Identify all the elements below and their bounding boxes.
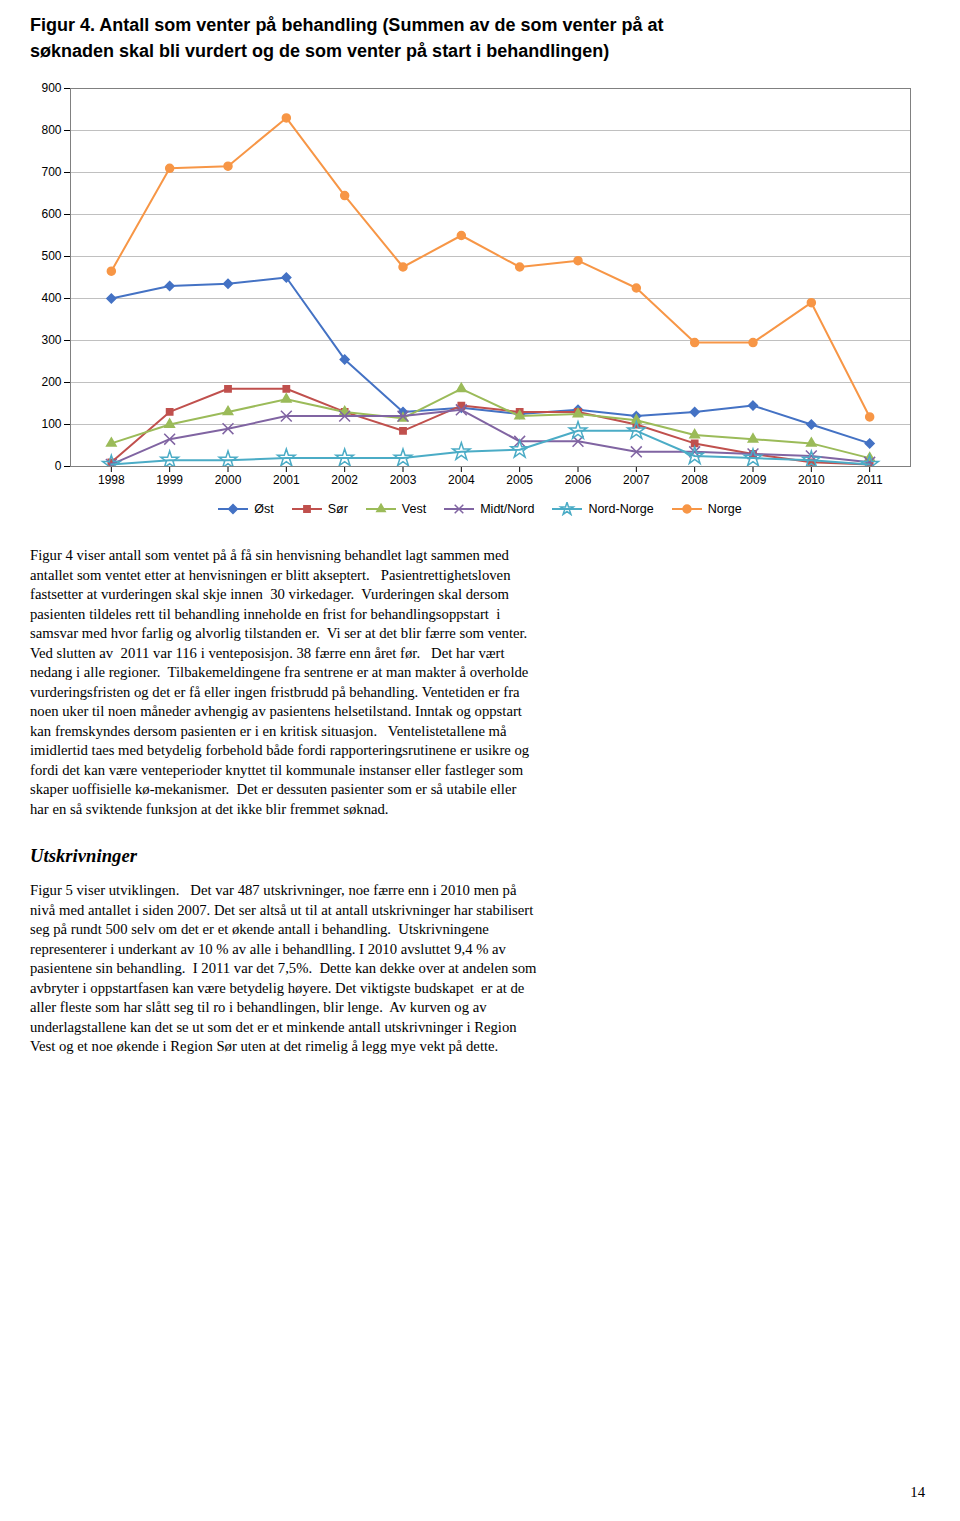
- html-text:Norge: Norge: [707, 502, 742, 516]
- html-text:pasientene sin behandling. I 2: pasientene sin behandling. I 2011 var de…: [30, 960, 537, 976]
- html-text:Utskrivninger: Utskrivninger: [30, 845, 137, 866]
- html-text:14: 14: [910, 1484, 925, 1500]
- svg-text:400: 400: [41, 291, 61, 305]
- html-text:noen uker til noen måneder avh: noen uker til noen måneder avhengig av p…: [30, 703, 522, 719]
- html-text:nivå med antallet i siden 2007: nivå med antallet i siden 2007. Det ser …: [30, 901, 534, 918]
- svg-text:2001: 2001: [273, 473, 300, 487]
- html-text:nedang i alle regioner. Tilbak: nedang i alle regioner. Tilbakemeldingen…: [30, 664, 529, 680]
- html-text:fastsetter at vurderingen skal: fastsetter at vurderingen skal skje inne…: [30, 586, 509, 602]
- html-text:kan fremskyndes dersom pasient: kan fremskyndes dersom pasienten er i en…: [30, 722, 507, 739]
- svg-text:900: 900: [41, 81, 61, 95]
- html-text:Figur 4. Antall som venter på: Figur 4. Antall som venter på behandling…: [30, 15, 664, 35]
- html-text:avbryter i oppstartfasen kan v: avbryter i oppstartfasen kan være betyde…: [30, 979, 525, 996]
- html-text:vurderingsfristen og det er få: vurderingsfristen og det er få eller ing…: [30, 683, 520, 700]
- html-text:har en så sviktende funksjon a: har en så sviktende funksjon at det ikke…: [30, 800, 389, 817]
- html-text:Sør: Sør: [327, 502, 348, 516]
- html-text:fordi det kan være venteperiod: fordi det kan være venteperioder knyttet…: [30, 761, 524, 778]
- svg-text:2008: 2008: [681, 473, 708, 487]
- html-text:aller fleste som har slått seg: aller fleste som har slått seg til ro i …: [30, 999, 487, 1015]
- svg-text:200: 200: [41, 375, 61, 389]
- html-text:underlagstallene kan det se ut: underlagstallene kan det se ut som det e…: [30, 1018, 517, 1035]
- html-text:samsvar med hvor farlig og alv: samsvar med hvor farlig og alvorlig tils…: [30, 625, 528, 641]
- svg-text:0: 0: [55, 459, 62, 473]
- html-text:skaper uoffisielle kø-mekanism: skaper uoffisielle kø-mekanismer. Det er…: [30, 781, 517, 797]
- svg-text:2000: 2000: [215, 473, 242, 487]
- svg-text:700: 700: [41, 165, 61, 179]
- svg-text:2009: 2009: [740, 473, 767, 487]
- html-text:søknaden skal bli vurdert og d: søknaden skal bli vurdert og de som vent…: [30, 41, 610, 61]
- html-text:Vest: Vest: [401, 502, 427, 516]
- html-text:antallet som ventet etter at h: antallet som ventet etter at henvisninge…: [30, 566, 511, 583]
- html-text:Figur 4 viser antall som vente: Figur 4 viser antall som ventet på å få …: [30, 547, 509, 563]
- svg-text:2007: 2007: [623, 473, 650, 487]
- svg-text:1999: 1999: [156, 473, 183, 487]
- html-text:Ved slutten av 2011 var 116 i: Ved slutten av 2011 var 116 i venteposis…: [30, 644, 505, 661]
- svg-text:2003: 2003: [390, 473, 417, 487]
- html-text:Vest og et noe økende i Region: Vest og et noe økende i Region Sør uten …: [30, 1038, 499, 1054]
- svg-text:100: 100: [41, 417, 61, 431]
- html-text:Midt/Nord: Midt/Nord: [480, 502, 535, 516]
- svg-text:500: 500: [41, 249, 61, 263]
- html-text:pasienten tildeles rett til be: pasienten tildeles rett til behandling i…: [30, 605, 501, 622]
- svg-text:2002: 2002: [331, 473, 358, 487]
- svg-text:2005: 2005: [506, 473, 533, 487]
- svg-text:600: 600: [41, 207, 61, 221]
- html-text:seg på rundt 500 selv om det e: seg på rundt 500 selv om det er et økend…: [30, 921, 489, 937]
- html-text:Figur 5 viser utviklingen. Det: Figur 5 viser utviklingen. Det var 487 u…: [30, 882, 517, 898]
- html-text:Øst: Øst: [254, 502, 274, 516]
- svg-text:1998: 1998: [98, 473, 125, 487]
- html-text:imidlertid taes med betydelig: imidlertid taes med betydelig forbehold …: [30, 742, 530, 758]
- svg-text:2004: 2004: [448, 473, 475, 487]
- svg-text:300: 300: [41, 333, 61, 347]
- svg-text:2010: 2010: [798, 473, 825, 487]
- svg-text:2006: 2006: [565, 473, 592, 487]
- svg-text:2011: 2011: [857, 473, 883, 487]
- html-text:Nord-Norge: Nord-Norge: [588, 502, 654, 516]
- html-text:representerer i underkant av 1: representerer i underkant av 10 % av all…: [30, 940, 506, 957]
- svg-text:800: 800: [41, 123, 61, 137]
